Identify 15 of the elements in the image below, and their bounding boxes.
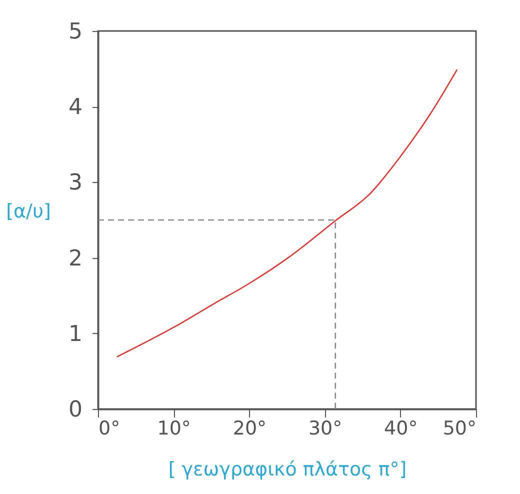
x-tick-label: 0°: [98, 418, 120, 440]
y-tick-label: 3: [68, 170, 82, 196]
x-axis-title: [ γεωγραφικό πλάτος π°]: [168, 458, 407, 480]
x-tick-label: 30°: [308, 418, 342, 440]
y-axis-title: [α/υ]: [6, 200, 51, 222]
x-tick-label: 40°: [384, 418, 418, 440]
line-series: [116, 68, 458, 358]
y-tick-label: 2: [68, 246, 82, 272]
x-tick-label: 10°: [157, 418, 191, 440]
y-tick-label: 5: [68, 20, 82, 44]
x-tick-label: 20°: [232, 418, 267, 440]
y-tick-label: 0: [68, 398, 82, 422]
y-tick-label: 4: [68, 95, 82, 120]
y-tick-label: 1: [68, 322, 82, 347]
x-tick-label: 50°: [442, 418, 476, 440]
